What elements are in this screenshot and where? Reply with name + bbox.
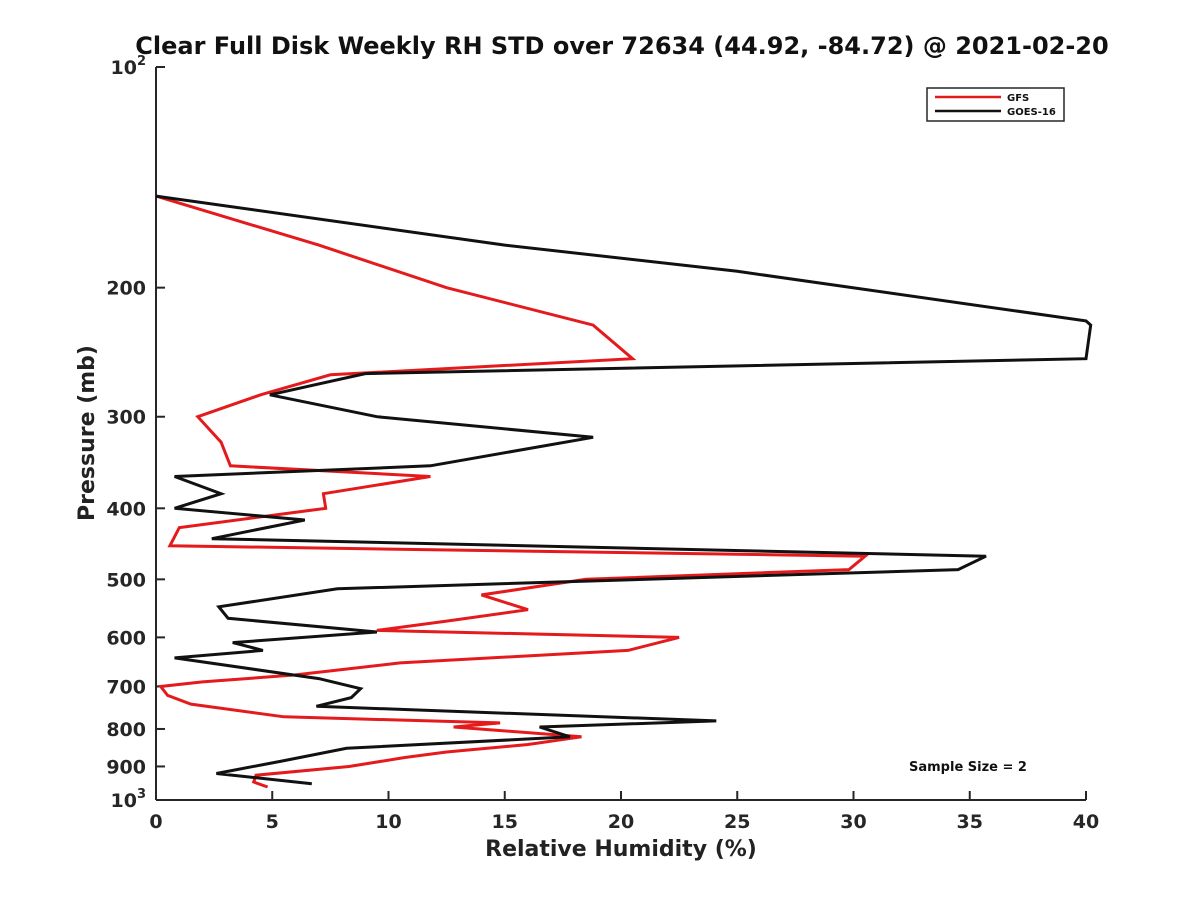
legend-entry-label: GOES-16 [1007,107,1056,118]
y-tick-label-base: 10 [111,790,137,812]
series-line-goes-16 [155,194,1093,786]
y-tick-label: 103 [111,787,147,812]
legend-entry-label: GFS [1007,93,1029,104]
y-tick-label: 500 [106,569,146,591]
x-tick-label: 15 [492,811,518,833]
plot-series [155,194,1093,789]
y-tick-label-base: 10 [111,57,137,79]
x-axis: 0 5 10 15 20 25 30 35 40 [149,791,1099,833]
series-line-gfs [155,194,870,789]
legend-box [926,87,1065,122]
x-tick-label: 30 [840,811,866,833]
chart-title: Clear Full Disk Weekly RH STD over 72634… [135,32,1108,60]
y-tick-label-exponent: 3 [137,787,146,802]
x-tick-label: 0 [149,811,162,833]
y-tick-label: 600 [106,627,146,649]
y-axis-label: Pressure (mb) [75,345,100,521]
y-tick-label: 300 [106,407,146,429]
x-tick-label: 40 [1073,811,1099,833]
y-tick-label-exponent: 2 [137,54,146,69]
y-tick-label: 800 [106,719,146,741]
legend: GFS GOES-16 [926,87,1065,122]
x-axis-label: Relative Humidity (%) [485,837,757,862]
y-tick-label: 400 [106,498,146,520]
y-tick-label: 900 [106,756,146,778]
x-tick-label: 5 [266,811,279,833]
x-tick-label: 25 [724,811,750,833]
y-tick-label: 200 [106,278,146,300]
x-tick-label: 35 [957,811,983,833]
x-tick-label: 20 [608,811,634,833]
y-tick-label: 102 [111,54,147,79]
y-tick-label: 700 [106,676,146,698]
sample-size-annotation: Sample Size = 2 [909,760,1027,775]
x-tick-label: 10 [375,811,401,833]
